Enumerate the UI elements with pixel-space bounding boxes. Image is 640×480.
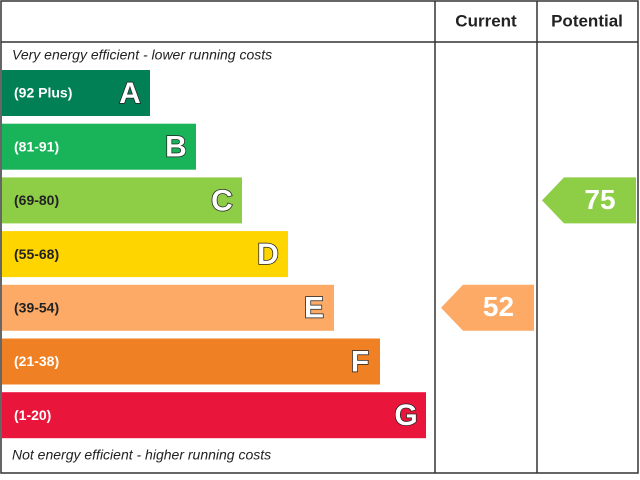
potential-header: Potential: [551, 11, 623, 30]
band-letter: C: [211, 184, 233, 217]
top-note: Very energy efficient - lower running co…: [12, 47, 272, 63]
band-range: (1-20): [14, 407, 51, 423]
bottom-note: Not energy efficient - higher running co…: [12, 447, 271, 463]
band-range: (55-68): [14, 246, 59, 262]
band-letter: B: [165, 131, 187, 164]
band-letter: F: [351, 345, 369, 378]
band-range: (21-38): [14, 353, 59, 369]
band-letter: E: [304, 292, 324, 325]
band-letter: G: [394, 399, 417, 432]
band-range: (39-54): [14, 300, 59, 316]
band-letter: A: [119, 77, 141, 110]
band-bar: [2, 284, 334, 331]
band-bar: [2, 123, 196, 170]
current-value: 52: [483, 291, 514, 322]
band-range: (69-80): [14, 192, 59, 208]
current-arrow: [441, 284, 534, 331]
band-letter: D: [257, 238, 279, 271]
band-bar: [2, 231, 288, 278]
band-bar: [2, 338, 380, 385]
band-bar: [2, 392, 426, 439]
band-bar: [2, 177, 242, 224]
band-bar: [2, 70, 150, 116]
current-header: Current: [455, 11, 517, 30]
band-range: (81-91): [14, 138, 59, 154]
potential-arrow: [542, 177, 636, 224]
band-range: (92 Plus): [14, 85, 72, 101]
potential-value: 75: [584, 184, 615, 215]
